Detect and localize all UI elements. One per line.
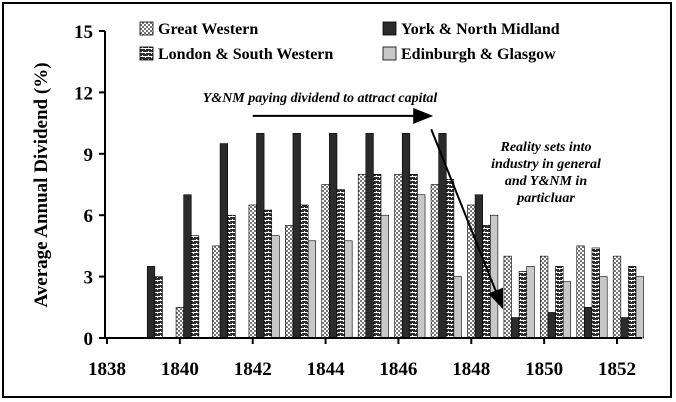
y-tick-label: 15 bbox=[74, 22, 93, 43]
bar-edinburgh-glasgow-1852 bbox=[635, 276, 644, 339]
bar-great-western-1841 bbox=[212, 245, 221, 339]
x-tick-label: 1848 bbox=[452, 359, 490, 380]
y-tick-label: 12 bbox=[74, 83, 93, 104]
bar-london-south-western-1845 bbox=[373, 173, 382, 339]
y-axis: 0 3 6 9 12 15 bbox=[74, 22, 105, 350]
bar-great-western-1850 bbox=[540, 255, 549, 339]
bar-london-south-western-1844 bbox=[336, 189, 345, 339]
bar-great-western-1840 bbox=[175, 306, 184, 339]
bar-york-north-midland-1850 bbox=[547, 312, 556, 339]
bar-york-north-midland-1841 bbox=[219, 143, 228, 339]
x-tick-label: 1852 bbox=[598, 359, 636, 380]
x-tick-label: 1844 bbox=[307, 359, 346, 380]
legend-label: Great Western bbox=[158, 21, 258, 38]
bar-york-north-midland-1840 bbox=[183, 194, 192, 339]
bar-great-western-1852 bbox=[612, 255, 622, 339]
bar-york-north-midland-1839 bbox=[146, 266, 156, 339]
bars-group bbox=[146, 133, 644, 339]
bar-edinburgh-glasgow-1842 bbox=[271, 235, 280, 339]
bar-great-western-1845 bbox=[357, 173, 367, 339]
legend-label: Edinburgh & Glasgow bbox=[401, 46, 556, 63]
legend-label: York & North Midland bbox=[401, 21, 560, 38]
x-axis: 1838 1840 1842 1844 1846 1848 1850 1852 bbox=[88, 338, 636, 380]
y-tick-label: 3 bbox=[84, 268, 94, 289]
bar-great-western-1844 bbox=[321, 184, 330, 339]
bar-edinburgh-glasgow-1844 bbox=[344, 240, 353, 339]
bar-york-north-midland-1848 bbox=[474, 194, 483, 339]
bar-london-south-western-1846 bbox=[409, 173, 418, 339]
y-tick-label: 9 bbox=[84, 145, 94, 166]
annotation-arrow-diagonal bbox=[430, 128, 504, 310]
bar-london-south-western-1850 bbox=[555, 266, 564, 339]
legend-label: London & South Western bbox=[158, 46, 333, 63]
bar-great-western-1846 bbox=[394, 173, 403, 339]
bar-london-south-western-1839 bbox=[154, 276, 163, 339]
x-tick-label: 1850 bbox=[525, 359, 563, 380]
bar-york-north-midland-1843 bbox=[292, 133, 301, 339]
bar-york-north-midland-1844 bbox=[329, 133, 338, 339]
legend: Great Western York & North Midland London … bbox=[139, 21, 560, 63]
bar-london-south-western-1848 bbox=[482, 225, 491, 339]
legend-swatch bbox=[139, 21, 154, 36]
legend-swatch bbox=[382, 21, 397, 36]
bar-great-western-1849 bbox=[503, 255, 512, 339]
annotation-line: particluar bbox=[516, 191, 575, 206]
legend-swatch bbox=[382, 46, 397, 61]
bar-edinburgh-glasgow-1851 bbox=[599, 276, 608, 339]
bar-london-south-western-1851 bbox=[591, 247, 600, 339]
bar-york-north-midland-1852 bbox=[620, 317, 629, 339]
x-tick-label: 1846 bbox=[379, 359, 417, 380]
y-tick-label: 6 bbox=[84, 206, 94, 227]
bar-york-north-midland-1849 bbox=[511, 317, 520, 339]
bar-london-south-western-1840 bbox=[190, 235, 200, 339]
bar-great-western-1851 bbox=[576, 245, 585, 339]
annotation-reality: Reality sets into industry in general and … bbox=[491, 140, 601, 206]
annotation-line: Reality sets into bbox=[500, 140, 592, 155]
x-tick-label: 1838 bbox=[88, 359, 126, 380]
bar-great-western-1842 bbox=[248, 204, 257, 339]
bar-london-south-western-1842 bbox=[263, 209, 273, 339]
bar-edinburgh-glasgow-1845 bbox=[380, 214, 389, 339]
y-tick-label: 0 bbox=[84, 329, 94, 350]
annotation-line: and Y&NM in bbox=[505, 174, 587, 189]
bar-london-south-western-1847 bbox=[445, 179, 455, 339]
bar-york-north-midland-1845 bbox=[365, 133, 374, 339]
bar-great-western-1843 bbox=[285, 225, 294, 339]
legend-swatch bbox=[139, 46, 154, 61]
bar-london-south-western-1843 bbox=[300, 204, 309, 339]
y-axis-label: Average Annual Dividend (%) bbox=[31, 62, 52, 307]
axes bbox=[104, 31, 642, 339]
bar-edinburgh-glasgow-1843 bbox=[307, 240, 317, 339]
annotation-line: industry in general bbox=[491, 157, 601, 172]
bar-york-north-midland-1846 bbox=[401, 133, 411, 339]
bar-edinburgh-glasgow-1848 bbox=[489, 214, 499, 339]
bar-edinburgh-glasgow-1850 bbox=[562, 281, 572, 339]
bar-edinburgh-glasgow-1849 bbox=[526, 266, 535, 339]
bar-london-south-western-1849 bbox=[518, 271, 528, 339]
bar-edinburgh-glasgow-1846 bbox=[417, 194, 426, 339]
x-tick-label: 1842 bbox=[234, 359, 272, 380]
bar-york-north-midland-1842 bbox=[256, 133, 265, 339]
bar-york-north-midland-1851 bbox=[584, 306, 593, 339]
bar-edinburgh-glasgow-1847 bbox=[453, 276, 462, 339]
bar-london-south-western-1852 bbox=[628, 266, 637, 339]
bar-great-western-1847 bbox=[430, 184, 439, 339]
annotation-ynm-dividend: Y&NM paying dividend to attract capital bbox=[203, 91, 438, 106]
x-tick-label: 1840 bbox=[161, 359, 199, 380]
bar-london-south-western-1841 bbox=[227, 214, 236, 339]
